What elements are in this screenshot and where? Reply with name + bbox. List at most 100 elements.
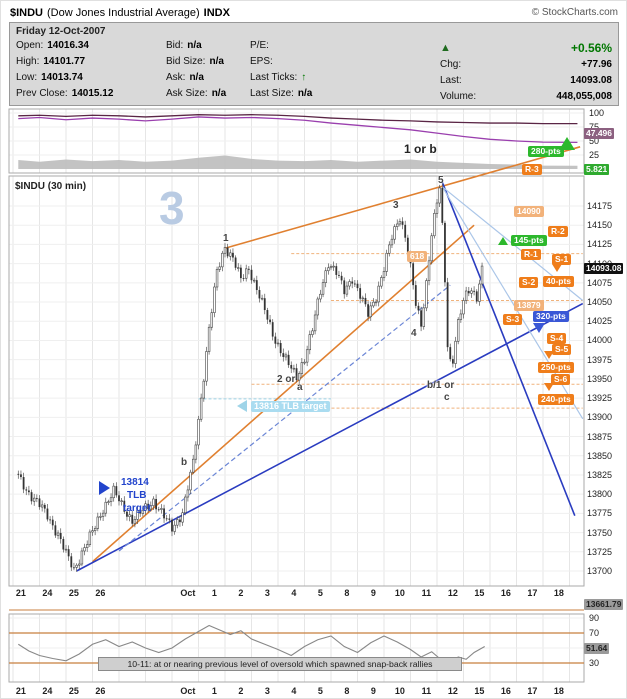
x-axis-label: 5 [317,588,323,598]
last-value-box: 5.821 [584,164,610,176]
wave-label: 3 [393,200,399,211]
summary-row-volume: Volume: 448,055,008 [440,88,612,104]
x-axis-label: 24 [42,588,53,598]
quote-field-value: n/a [297,88,313,99]
wave-label: b/1 or [427,380,455,391]
x-axis-label: 26 [95,588,106,598]
quote-field-label: P/E: [250,40,269,51]
x-axis-label: 9 [370,686,376,696]
points-target-label: 240-pts [538,394,574,405]
y-axis-label: 75 [589,122,600,132]
quote-field-value: n/a [187,40,202,51]
x-axis-label: 1 [211,686,217,696]
last-value-box: 14093.08 [584,263,624,275]
x-axis-label: 24 [42,686,53,696]
quote-field-value: n/a [209,56,224,67]
y-axis-label: 14175 [587,201,613,211]
x-axis-label: 10 [394,686,405,696]
quote-field: Bid Size: n/a [166,56,250,72]
x-axis-label: 4 [291,588,297,598]
x-axis-label: 16 [500,588,511,598]
y-axis-label: 13975 [587,354,613,365]
wave-label: 4 [411,328,417,339]
wave-3-large-label: 3 [159,182,185,234]
quote-field-value: 14015.12 [71,88,114,99]
quote-field: Bid: n/a [166,40,250,56]
quote-field-label: Last Size: [250,88,294,99]
x-axis-label: 21 [15,588,26,598]
volume-label: Volume: [440,90,477,102]
support-label: S-6 [551,374,571,385]
quote-field-label: Last Ticks: [250,72,298,83]
x-axis-label: 8 [344,588,350,598]
quote-field-label: EPS: [250,56,273,67]
x-axis-label: 18 [553,686,564,696]
last-value-box: 47.496 [584,128,614,140]
y-axis-label: 14000 [587,335,613,346]
x-axis-label: 21 [15,686,26,696]
y-axis-label: 13950 [587,373,613,384]
y-axis-label: 13750 [587,527,613,538]
x-axis-label: 11 [421,686,432,696]
wave-label: 5 [438,175,444,186]
wave-label: 2 or [277,374,296,385]
quote-field: Last Ticks: ↑ [250,72,420,88]
x-axis-label: 5 [317,686,323,696]
y-axis-label: 14150 [587,220,613,231]
y-axis-label: 14125 [587,239,613,250]
quote-field-label: Low: [16,72,38,83]
y-axis-label: 13825 [587,469,613,480]
y-axis-label: 13775 [587,508,613,519]
quote-panel: Friday 12-Oct-2007 Open: 14016.34 Bid: n/a P… [9,22,619,106]
quote-field-value: n/a [189,72,204,83]
price-level-label: 618 [407,251,428,262]
quote-field-value: ↑ [301,72,307,83]
copyright: © StockCharts.com [531,7,618,18]
down-arrow-icon [544,351,554,359]
y-axis-label: 25 [589,150,600,160]
x-axis-label: 4 [291,686,297,696]
summary-row-pct: ▲ +0.56% [440,40,612,56]
tlb-target-label: 13816 TLB target [251,401,330,413]
y-axis-label: 90 [589,613,600,623]
left-arrow-icon [237,400,247,412]
x-axis-label: Oct [180,588,196,598]
resistance-label: R-2 [548,226,568,237]
last-value: 14093.08 [570,74,612,86]
y-axis-label: 14075 [587,277,613,288]
down-arrow-icon [533,323,545,333]
x-axis-label: 17 [527,686,538,696]
y-axis-label: 50 [589,136,600,146]
y-axis-label: 13800 [587,489,613,500]
wave-label: 1 [223,233,229,244]
symbol: $INDU [10,6,44,19]
y-axis-label: 13925 [587,393,613,404]
quote-field: EPS: [250,56,420,72]
quote-field: Open: 14016.34 [16,40,166,56]
summary-row-chg: Chg: +77.96 [440,56,612,72]
quote-field-value: 14016.34 [47,40,89,51]
up-triangle-icon: ▲ [440,41,451,54]
points-target-label: 320-pts [533,311,569,322]
y-axis-label: 14050 [587,297,613,308]
quote-summary: ▲ +0.56% Chg: +77.96 Last: 14093.08 Volu… [440,40,612,104]
y-axis-label: 13700 [587,566,613,576]
wave-label: b [181,457,188,468]
x-axis-label: 15 [474,588,485,598]
x-axis-label: 3 [264,588,270,598]
x-axis-label: 12 [447,588,458,598]
price-level-label: 13879 [514,300,544,311]
x-axis-label: 9 [370,588,376,598]
resistance-label: R-1 [521,249,541,260]
points-target-label: 145-pts [511,235,547,246]
last-value-box: 51.64 [584,643,610,655]
support-label: S-2 [519,277,539,288]
tlb-target-label: TLB [127,490,147,501]
oversold-note: 10-11: at or nearing previous level of o… [98,657,462,672]
wave-label: c [444,392,450,403]
y-axis-label: 70 [589,628,600,638]
points-target-label: 250-pts [538,362,574,373]
quote-field-label: Bid Size: [166,56,206,67]
x-axis-label: 2 [238,588,244,598]
